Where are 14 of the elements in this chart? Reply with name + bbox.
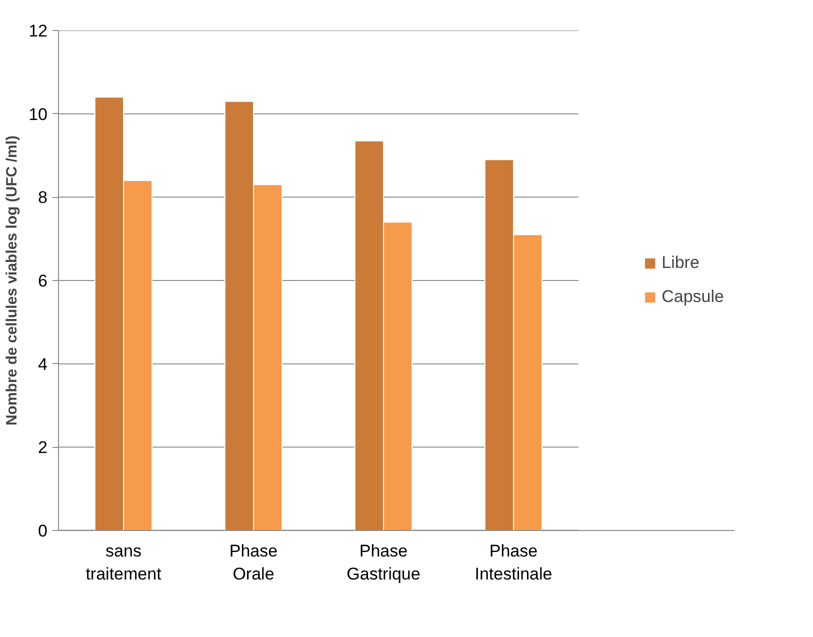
y-tick-label: 12 bbox=[28, 22, 48, 40]
x-tick-label: Phase Intestinale bbox=[474, 542, 552, 584]
y-tick-label: 2 bbox=[38, 438, 48, 458]
y-tick-label: 0 bbox=[38, 522, 48, 540]
y-tick-label: 8 bbox=[38, 188, 48, 208]
x-tick-label: Phase Orale bbox=[229, 542, 278, 584]
y-axis-title: Nombre de cellules viables log (UFC /ml) bbox=[4, 135, 21, 426]
y-tick-label: 4 bbox=[38, 354, 48, 374]
x-tick-label: sans traitement bbox=[86, 542, 162, 584]
x-tick-label: Phase Gastrique bbox=[346, 542, 420, 584]
y-tick-label: 10 bbox=[28, 104, 48, 124]
legend-label: Libre bbox=[662, 253, 700, 273]
legend-label: Capsule bbox=[662, 287, 724, 307]
y-tick-label: 6 bbox=[38, 272, 48, 290]
